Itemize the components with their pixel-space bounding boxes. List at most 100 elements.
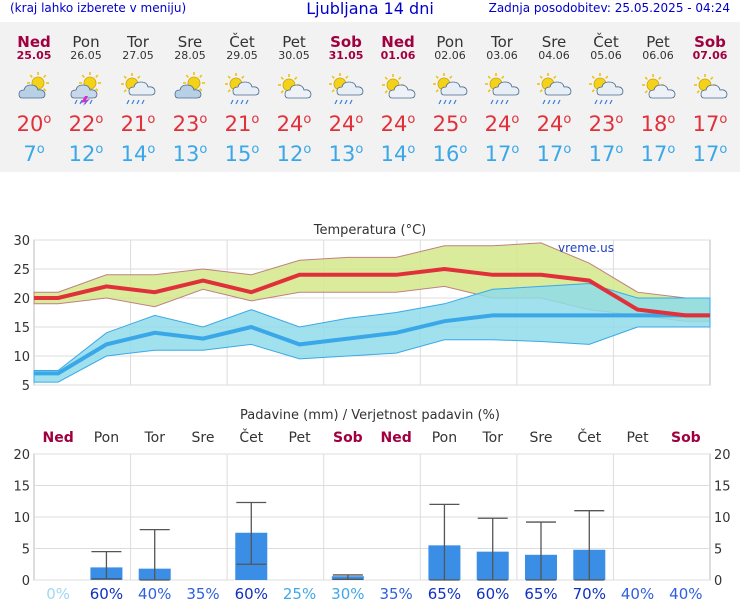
sun-cloud-icon: [274, 72, 314, 104]
min-temp-band: [33, 282, 711, 383]
day-axis-label: Pon: [94, 430, 119, 446]
day-name: Tor: [127, 33, 149, 51]
y-tick-label: 0: [22, 574, 30, 589]
sun-cloud-rain-icon: [586, 72, 626, 105]
y-tick-label: 20: [13, 292, 30, 307]
max-temp: 23o: [172, 112, 208, 136]
min-temp: 14o: [120, 142, 156, 166]
precipitation-chart-title: Padavine (mm) / Verjetnost padavin (%): [240, 408, 500, 423]
temperature-chart-title: Temperatura (°C): [313, 223, 426, 238]
y-tick-label: 25: [13, 263, 30, 278]
y-tick-label: 15: [13, 321, 30, 336]
min-temp: 13o: [172, 142, 208, 166]
day-date: 29.05: [226, 49, 258, 62]
day-date: 30.05: [278, 49, 310, 62]
sun-cloud-icon: [638, 72, 678, 104]
day-name: Čet: [229, 33, 255, 51]
day-date: 02.06: [434, 49, 466, 62]
probability-label: 60%: [90, 585, 123, 600]
day-axis-label: Sob: [333, 430, 363, 446]
day-name: Pon: [72, 33, 100, 51]
thunderstorm-icon: [66, 72, 106, 106]
forecast-day: Čet 05.06 23o 17o: [580, 22, 632, 166]
forecast-day: Tor 03.06 24o 17o: [476, 22, 528, 166]
partly-cloudy-icon: [14, 72, 54, 104]
day-date: 03.06: [486, 49, 518, 62]
day-date: 27.05: [122, 49, 154, 62]
day-axis-label: Sre: [530, 430, 553, 446]
forecast-day: Sob 31.05 24o 13o: [320, 22, 372, 166]
day-name: Ned: [17, 33, 51, 51]
forecast-day: Tor 27.05 21o 14o: [112, 22, 164, 166]
day-name: Tor: [491, 33, 513, 51]
day-date: 25.05: [16, 49, 52, 62]
min-temp: 17o: [484, 142, 520, 166]
day-axis-label: Tor: [143, 430, 165, 446]
day-axis-label: Ned: [381, 430, 412, 446]
min-temp: 17o: [692, 142, 728, 166]
max-temp: 21o: [120, 112, 156, 136]
max-temp: 20o: [16, 112, 52, 136]
max-temp: 18o: [640, 112, 676, 136]
day-name: Ned: [381, 33, 415, 51]
probability-label: 35%: [379, 585, 412, 600]
day-date: 05.06: [590, 49, 622, 62]
forecast-day: Sob 07.06 17o 17o: [684, 22, 736, 166]
sun-cloud-rain-icon: [118, 72, 158, 105]
probability-label: 40%: [138, 585, 171, 600]
probability-label: 40%: [669, 585, 702, 600]
y-tick-label: 30: [13, 234, 30, 249]
day-name: Sob: [330, 33, 362, 51]
probability-label: 0%: [46, 585, 70, 600]
probability-label: 70%: [573, 585, 606, 600]
day-date: 28.05: [174, 49, 206, 62]
forecast-day: Ned 25.05 20o 7o: [8, 22, 60, 166]
max-temp: 24o: [328, 112, 364, 136]
sun-cloud-rain-icon: [326, 72, 366, 105]
min-temp: 13o: [328, 142, 364, 166]
min-temp: 17o: [536, 142, 572, 166]
y-tick-label: 10: [13, 511, 30, 526]
max-temp: 25o: [432, 112, 468, 136]
day-name: Pet: [282, 33, 306, 51]
max-temp: 23o: [588, 112, 624, 136]
forecast-day: Sre 04.06 24o 17o: [528, 22, 580, 166]
day-date: 04.06: [538, 49, 570, 62]
forecast-day: Čet 29.05 21o 15o: [216, 22, 268, 166]
y-tick-label-right: 10: [714, 511, 731, 526]
forecast-day: Ned 01.06 24o 14o: [372, 22, 424, 166]
max-temp: 22o: [68, 112, 104, 136]
day-date: 07.06: [692, 49, 728, 62]
sun-cloud-rain-icon: [482, 72, 522, 105]
min-temp: 15o: [224, 142, 260, 166]
forecast-day: Pet 06.06 18o 17o: [632, 22, 684, 166]
min-temp: 17o: [588, 142, 624, 166]
day-date: 26.05: [70, 49, 102, 62]
y-tick-label: 5: [22, 543, 30, 558]
day-date: 31.05: [328, 49, 364, 62]
max-temp: 24o: [536, 112, 572, 136]
max-temp: 24o: [380, 112, 416, 136]
watermark: vreme.us: [558, 241, 614, 255]
y-tick-label: 20: [13, 448, 30, 463]
forecast-day: Pon 02.06 25o 16o: [424, 22, 476, 166]
probability-label: 30%: [331, 585, 364, 600]
location-menu-hint[interactable]: (kraj lahko izberete v meniju): [10, 1, 187, 15]
day-axis-label: Pon: [432, 430, 457, 446]
min-temp: 12o: [276, 142, 312, 166]
min-temp: 12o: [68, 142, 104, 166]
y-tick-label-right: 0: [714, 574, 722, 589]
forecast-strip: Ned 25.05 20o 7o Pon 26.05 22o 12o Tor 27.05 21o 14…: [0, 22, 740, 172]
min-temp: 17o: [640, 142, 676, 166]
min-temp: 7o: [23, 142, 45, 166]
probability-label: 65%: [524, 585, 557, 600]
max-temp: 17o: [692, 112, 728, 136]
day-name: Sre: [177, 33, 203, 51]
y-tick-label-right: 15: [714, 480, 731, 495]
max-temp: 21o: [224, 112, 260, 136]
day-date: 06.06: [642, 49, 674, 62]
day-name: Pon: [436, 33, 464, 51]
sun-cloud-rain-icon: [534, 72, 574, 105]
y-tick-label: 10: [13, 350, 30, 365]
charts: Temperatura (°C) 5 10 15 20 25 30 vreme.us Padav…: [13, 223, 731, 600]
